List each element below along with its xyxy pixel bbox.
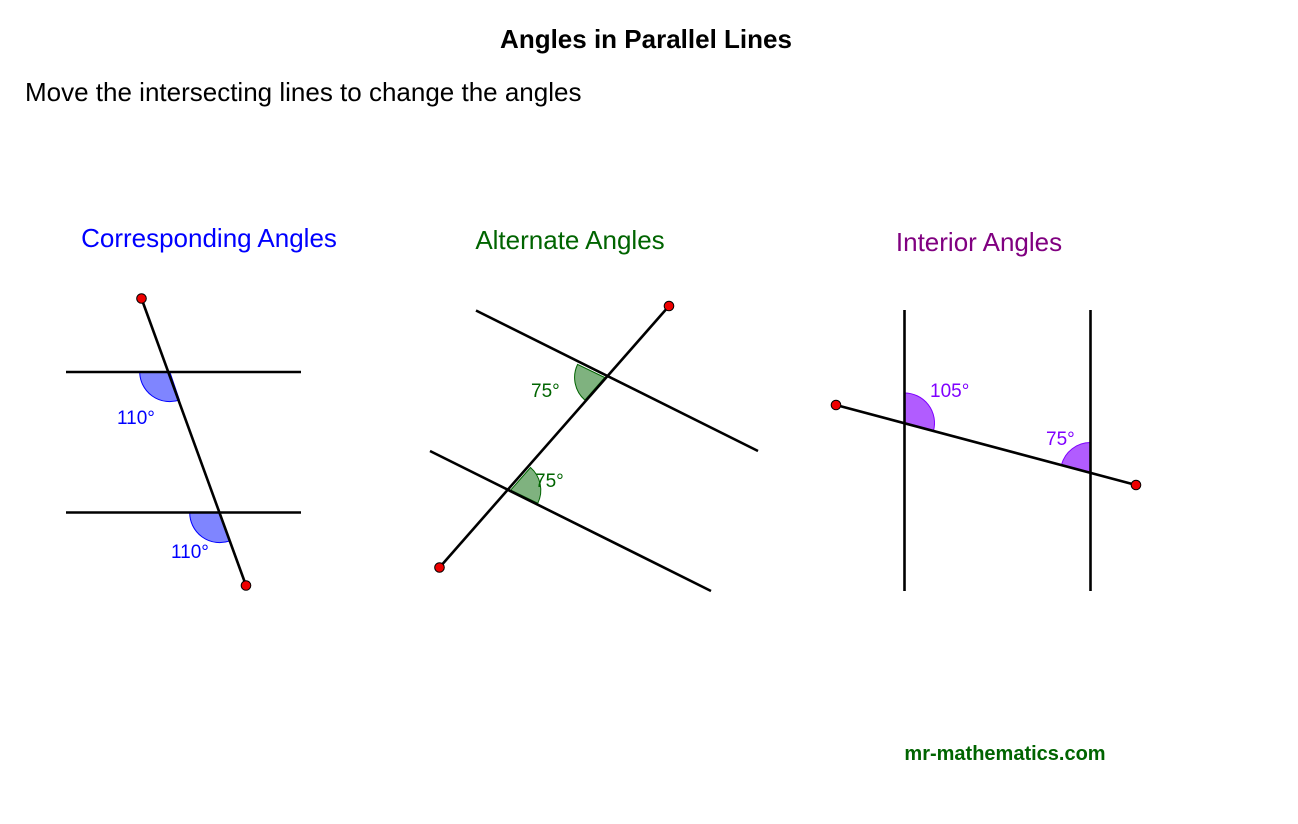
interior-transversal[interactable]	[835, 403, 1137, 487]
alternate-angle-lower-sector	[509, 466, 542, 504]
alternate-panel: Alternate Angles 75° 75°	[429, 225, 759, 593]
alternate-angle-upper-sector	[574, 363, 606, 401]
corresponding-transversal-handle-bottom[interactable]	[240, 580, 252, 591]
site-credit[interactable]: mr-mathematics.com	[904, 743, 1105, 765]
corresponding-angle-bottom-sector	[189, 512, 231, 544]
corresponding-angle-top-label: 110°	[117, 408, 155, 429]
alternate-transversal-handle-top[interactable]	[663, 300, 675, 312]
alternate-parallel-line-lower	[429, 449, 712, 593]
interior-angle-left-sector	[904, 392, 935, 432]
corresponding-panel: Corresponding Angles 110° 110°	[66, 223, 337, 591]
interior-angle-left-label: 105°	[930, 381, 969, 402]
alternate-parallel-line-upper	[475, 309, 759, 453]
interior-transversal-handle-left[interactable]	[830, 399, 842, 411]
interior-panel: Interior Angles 105° 75°	[830, 227, 1142, 591]
alternate-transversal-handle-bottom[interactable]	[434, 562, 445, 573]
corresponding-heading: Corresponding Angles	[81, 223, 337, 253]
corresponding-angle-bottom-label: 110°	[171, 542, 209, 563]
interior-heading: Interior Angles	[896, 227, 1062, 257]
page-title: Angles in Parallel Lines	[500, 24, 792, 54]
alternate-angle-lower-label: 75°	[535, 471, 564, 492]
corresponding-transversal[interactable]	[140, 298, 248, 586]
alternate-angle-upper-label: 75°	[531, 381, 560, 402]
alternate-heading: Alternate Angles	[475, 225, 664, 255]
corresponding-transversal-handle-top[interactable]	[136, 293, 147, 304]
interior-transversal-handle-right[interactable]	[1130, 479, 1142, 491]
alternate-transversal[interactable]	[438, 305, 670, 569]
instruction-text: Move the intersecting lines to change th…	[25, 77, 581, 107]
interior-angle-right-label: 75°	[1046, 429, 1075, 450]
